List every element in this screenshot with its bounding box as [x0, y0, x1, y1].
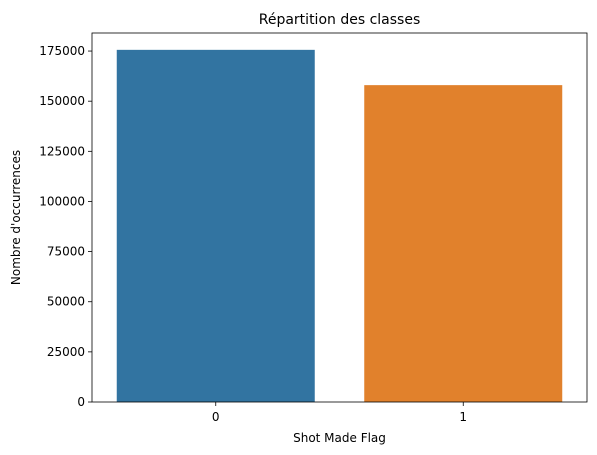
y-tick-label: 100000 — [39, 194, 85, 208]
y-tick-label: 0 — [77, 395, 85, 409]
bars-group — [116, 49, 563, 403]
y-tick-label: 125000 — [39, 144, 85, 158]
y-tick-label: 75000 — [47, 245, 85, 259]
bar-1 — [364, 85, 563, 403]
y-axis-ticks: 0 25000 50000 75000 100000 125000 150000 175000 — [39, 44, 92, 409]
y-tick-label: 25000 — [47, 345, 85, 359]
y-axis-label: Nombre d'occurrences — [9, 150, 23, 285]
bar-0 — [116, 49, 315, 403]
y-tick-label: 150000 — [39, 94, 85, 108]
x-axis-label: Shot Made Flag — [293, 431, 386, 445]
plot-frame — [91, 32, 588, 403]
y-tick-label: 50000 — [47, 295, 85, 309]
x-tick-label: 1 — [459, 410, 467, 424]
x-tick-label: 0 — [212, 410, 220, 424]
y-tick-label: 175000 — [39, 44, 85, 58]
chart-title: Répartition des classes — [259, 12, 421, 28]
